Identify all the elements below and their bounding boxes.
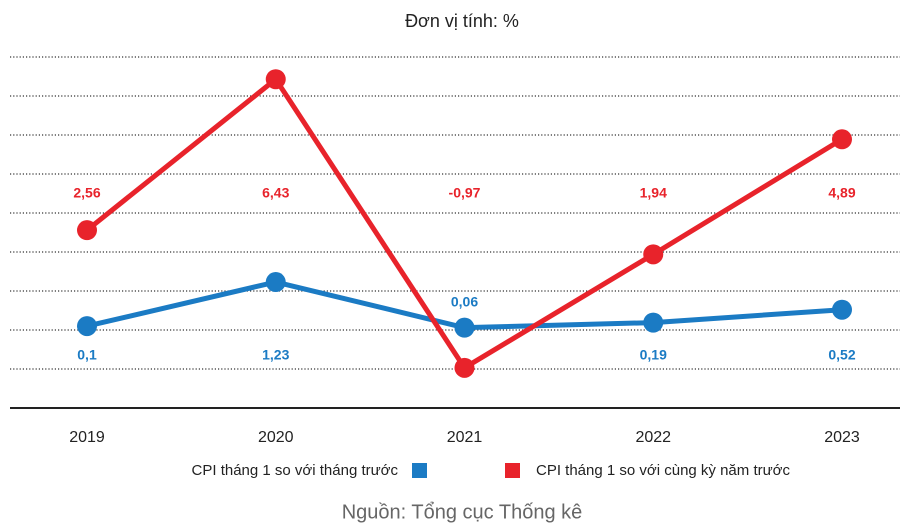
x-tick-label: 2019: [69, 429, 105, 446]
point: [265, 69, 286, 90]
point: [832, 129, 852, 150]
point: [643, 244, 664, 265]
source: Nguồn: Tổng cục Thống kê: [342, 501, 583, 523]
data-label: 0,1: [77, 347, 97, 363]
data-label: -0,97: [449, 185, 481, 201]
point: [643, 312, 664, 333]
legend-swatch: [412, 463, 427, 478]
data-label: 0,52: [828, 347, 855, 363]
legend-label: CPI tháng 1 so với tháng trước: [192, 462, 399, 479]
data-label: 0,19: [640, 347, 667, 363]
data-label: 2,56: [73, 185, 100, 201]
x-tick-label: 2020: [258, 429, 294, 446]
chart-subtitle: Đơn vị tính: %: [405, 11, 519, 31]
x-tick-label: 2021: [447, 429, 483, 446]
data-label: 1,94: [640, 185, 667, 201]
data-label: 0,06: [451, 293, 478, 309]
data-label: 6,43: [262, 185, 289, 201]
data-label: 4,89: [828, 185, 855, 201]
legend-swatch: [505, 463, 520, 478]
data-label: 1,23: [262, 347, 289, 363]
legend-label: CPI tháng 1 so với cùng kỳ năm trước: [536, 462, 790, 479]
point: [832, 299, 852, 320]
point: [454, 357, 475, 378]
point: [265, 272, 286, 293]
point: [454, 317, 475, 338]
x-tick-label: 2023: [824, 429, 860, 446]
point: [77, 316, 97, 337]
point: [77, 220, 97, 241]
x-tick-label: 2022: [635, 429, 671, 446]
